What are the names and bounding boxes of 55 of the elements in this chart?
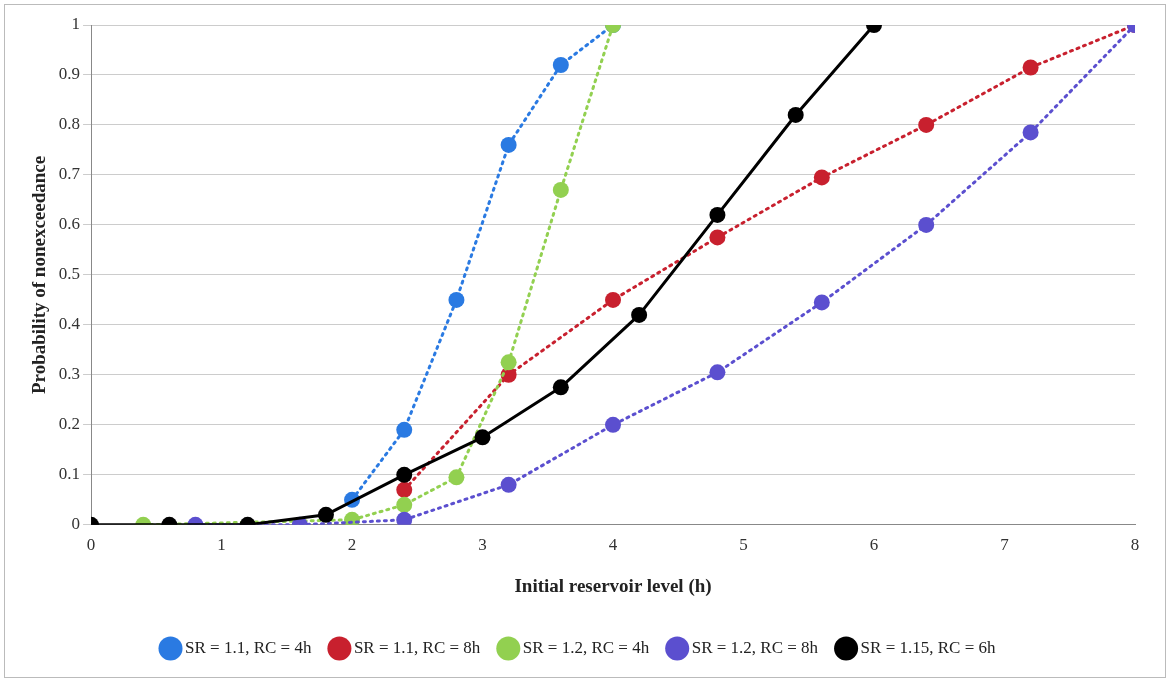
x-tick-label: 5 — [739, 535, 748, 555]
x-tick-label: 6 — [869, 535, 879, 555]
point — [813, 169, 830, 186]
point — [396, 481, 413, 498]
legend-label: SR = 1.2, RC = 4h — [522, 637, 650, 657]
point — [396, 466, 413, 483]
y-tick-label: 0.1 — [58, 464, 81, 484]
point — [605, 291, 622, 308]
x-tick-label: 7 — [1000, 535, 1010, 555]
point — [631, 306, 648, 323]
y-tick-label: 0 — [71, 514, 81, 534]
point — [500, 354, 517, 371]
point — [500, 136, 517, 153]
x-tick-label: 8 — [1130, 535, 1140, 555]
point — [709, 364, 726, 381]
point — [396, 511, 413, 525]
point — [448, 469, 465, 486]
point — [813, 294, 830, 311]
legend-label: SR = 1.1, RC = 8h — [353, 637, 481, 657]
x-tick-label: 3 — [478, 535, 487, 555]
point — [1022, 124, 1039, 141]
point — [605, 416, 622, 433]
legend-label: SR = 1.15, RC = 6h — [860, 637, 996, 657]
point — [709, 229, 726, 246]
y-tick-label: 0.7 — [58, 164, 81, 184]
point — [1022, 59, 1039, 76]
y-tick-label: 1 — [71, 14, 81, 34]
y-tick-label: 0.8 — [58, 114, 81, 134]
x-tick-label: 4 — [608, 535, 618, 555]
x-axis-title: Initial reservoir level (h) — [514, 574, 712, 597]
x-tick-label: 1 — [217, 535, 226, 555]
point — [474, 429, 491, 446]
point — [448, 291, 465, 308]
point — [552, 379, 569, 396]
point — [787, 106, 804, 123]
y-tick-label: 0.2 — [58, 414, 81, 434]
point — [396, 496, 413, 513]
y-tick-label: 0.6 — [58, 214, 81, 234]
x-tick-label: 0 — [86, 535, 96, 555]
y-tick-label: 0.5 — [58, 264, 81, 284]
legend-label: SR = 1.1, RC = 4h — [185, 637, 312, 657]
x-tick-label: 2 — [347, 535, 357, 555]
y-tick-label: 0.9 — [58, 64, 81, 84]
point — [709, 206, 726, 223]
point — [500, 476, 517, 493]
point — [918, 116, 935, 133]
point — [552, 56, 569, 73]
y-tick-label: 0.4 — [58, 314, 81, 334]
y-tick-label: 0.3 — [58, 364, 81, 384]
point — [396, 421, 413, 438]
y-axis-title: Probability of nonexceedance — [28, 155, 50, 394]
point — [552, 181, 569, 198]
point — [918, 216, 935, 233]
point — [317, 506, 334, 523]
legend-label: SR = 1.2, RC = 8h — [691, 637, 819, 657]
